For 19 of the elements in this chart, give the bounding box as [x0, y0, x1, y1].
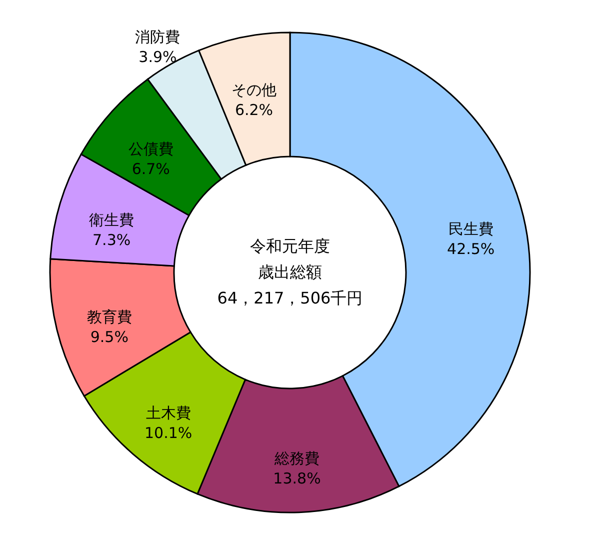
data-label: 7.3%	[92, 231, 131, 250]
slice-label: 衛生費	[89, 211, 134, 230]
text: 令和元年度	[250, 236, 330, 256]
slice-label: その他	[232, 81, 276, 100]
data-label: 3.9%	[138, 48, 177, 66]
text: 歳出総額	[258, 262, 322, 282]
slice-label: 土木費	[146, 404, 191, 422]
data-label: 9.5%	[90, 328, 128, 346]
slice-label: 公債費	[128, 140, 174, 158]
data-label: 13.8%	[273, 469, 321, 488]
slice-label: 教育費	[86, 308, 132, 326]
data-label: 10.1%	[144, 424, 192, 442]
slice-label: 民生費	[448, 220, 494, 238]
data-label: 6.2%	[234, 101, 274, 120]
slice-label: 総務費	[274, 449, 320, 468]
slice-label: 消防費	[135, 28, 180, 46]
data-label: 42.5%	[447, 240, 495, 258]
data-label: 6.7%	[132, 160, 170, 178]
text: 64，217，506千円	[217, 288, 363, 308]
